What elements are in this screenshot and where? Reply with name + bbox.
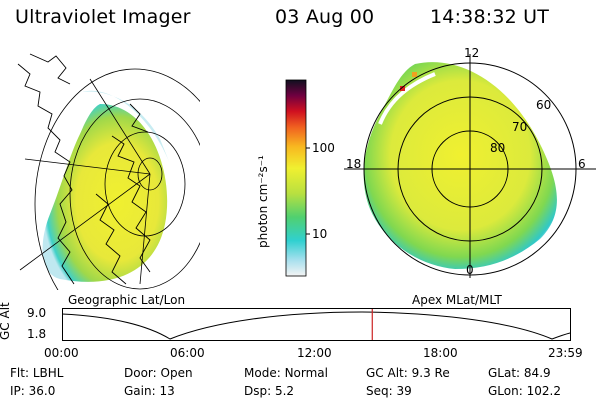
time-tick-0: 00:00 [44, 346, 79, 360]
footer-gain: Gain: 13 [124, 384, 175, 398]
time-tick-4: 23:59 [548, 346, 583, 360]
footer-door: Door: Open [124, 366, 193, 380]
mlt-label-12: 12 [464, 46, 480, 60]
time-tick-3: 18:00 [423, 346, 458, 360]
time-tick-1: 06:00 [170, 346, 205, 360]
geographic-caption: Geographic Lat/Lon [68, 293, 186, 307]
polar-grid [344, 54, 596, 278]
footer-mode: Mode: Normal [244, 366, 328, 380]
mlt-label-0: 0 [466, 263, 474, 277]
altitude-tick-high: 9.0 [27, 306, 47, 320]
colorbar-tick-100: 100 [312, 141, 335, 155]
mlat-label-70: 70 [512, 120, 528, 134]
colorbar-unit-label: photon cm⁻²s⁻¹ [256, 155, 270, 248]
footer-ip: IP: 36.0 [10, 384, 56, 398]
polar-image [344, 54, 596, 278]
observation-time: 14:38:32 UT [430, 6, 550, 28]
footer-glat: GLat: 84.9 [488, 366, 551, 380]
graticule [19, 68, 200, 290]
time-tick-2: 12:00 [297, 346, 332, 360]
footer-dsp: Dsp: 5.2 [244, 384, 295, 398]
instrument-title: Ultraviolet Imager [15, 6, 191, 28]
polar-emission [363, 62, 557, 269]
altitude-plot [62, 308, 571, 341]
mlt-label-18: 18 [346, 157, 362, 171]
geographic-emission [42, 104, 168, 282]
geographic-image [17, 53, 200, 290]
altitude-axis-label: GC Alt [0, 302, 12, 340]
mlat-label-60: 60 [536, 98, 552, 112]
footer-glon: GLon: 102.2 [488, 384, 561, 398]
observation-date: 03 Aug 00 [275, 6, 375, 28]
altitude-curve [62, 311, 571, 340]
mlat-label-80: 80 [490, 141, 506, 155]
footer-seq: Seq: 39 [366, 384, 412, 398]
colorbar [285, 79, 310, 277]
altitude-tick-low: 1.8 [27, 327, 47, 341]
footer-gc-alt: GC Alt: 9.3 Re [366, 366, 450, 380]
footer-filter: Flt: LBHL [10, 366, 64, 380]
mlt-label-6: 6 [578, 157, 586, 171]
polar-caption: Apex MLat/MLT [412, 293, 502, 307]
colorbar-tick-10: 10 [312, 227, 328, 241]
